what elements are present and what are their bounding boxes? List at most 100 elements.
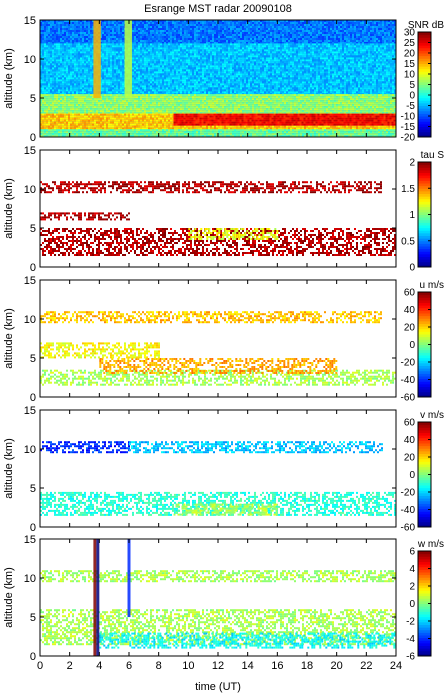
- heatmap-cell: [116, 40, 118, 42]
- heatmap-cell: [162, 42, 164, 44]
- heatmap-cell: [164, 26, 166, 28]
- heatmap-cell: [146, 28, 148, 30]
- heatmap-cell: [70, 26, 72, 28]
- heatmap-cell: [50, 32, 52, 34]
- heatmap-cell: [84, 20, 86, 22]
- heatmap-cell: [136, 36, 138, 38]
- heatmap-cell: [90, 34, 92, 36]
- heatmap-cell: [132, 30, 134, 32]
- heatmap-cell: [76, 42, 78, 44]
- heatmap-cell: [132, 42, 134, 44]
- heatmap-cell: [178, 30, 180, 32]
- heatmap-cell: [202, 32, 204, 34]
- heatmap-cell: [184, 34, 186, 36]
- heatmap-cell: [182, 32, 184, 34]
- heatmap-cell: [150, 40, 152, 42]
- heatmap-cell: [84, 30, 86, 32]
- heatmap-cell: [76, 36, 78, 38]
- heatmap-cell: [166, 42, 168, 44]
- heatmap-cell: [56, 28, 58, 30]
- heatmap-cell: [42, 42, 44, 44]
- heatmap-cell: [192, 22, 194, 24]
- heatmap-cell: [154, 20, 156, 22]
- heatmap-cell: [40, 30, 42, 32]
- heatmap-cell: [140, 34, 142, 36]
- heatmap-cell: [208, 38, 210, 40]
- heatmap-cell: [184, 26, 186, 28]
- heatmap-cell: [78, 28, 80, 30]
- heatmap-cell: [72, 38, 74, 40]
- heatmap-cell: [58, 42, 60, 44]
- heatmap-cell: [176, 26, 178, 28]
- heatmap-cell: [144, 26, 146, 28]
- heatmap-cell: [56, 42, 58, 44]
- heatmap-cell: [48, 24, 50, 26]
- heatmap-cell: [84, 28, 86, 30]
- heatmap-cell: [170, 28, 172, 30]
- heatmap-cell: [144, 32, 146, 34]
- heatmap-cell: [148, 36, 150, 38]
- figure-title: Esrange MST radar 20090108: [144, 3, 292, 15]
- heatmap-cell: [142, 22, 144, 24]
- heatmap-cell: [152, 34, 154, 36]
- heatmap-cell: [116, 24, 118, 26]
- heatmap-cell: [82, 40, 84, 42]
- heatmap-cell: [56, 26, 58, 28]
- heatmap-cell: [142, 38, 144, 40]
- heatmap-cell: [182, 34, 184, 36]
- heatmap-cell: [202, 28, 204, 30]
- heatmap-cell: [170, 34, 172, 36]
- heatmap-cell: [110, 20, 112, 22]
- heatmap-cell: [46, 20, 48, 22]
- heatmap-cell: [122, 36, 124, 38]
- heatmap-cell: [104, 26, 106, 28]
- heatmap-cell: [158, 40, 160, 42]
- heatmap-cell: [106, 38, 108, 40]
- heatmap-cell: [104, 30, 106, 32]
- heatmap-cell: [72, 26, 74, 28]
- heatmap-cell: [56, 36, 58, 38]
- heatmap-cell: [206, 32, 208, 34]
- heatmap-cell: [132, 38, 134, 40]
- heatmap-cell: [74, 32, 76, 34]
- heatmap-cell: [194, 28, 196, 30]
- heatmap-cell: [138, 34, 140, 36]
- heatmap-cell: [116, 28, 118, 30]
- heatmap-cell: [156, 40, 158, 42]
- heatmap-cell: [202, 26, 204, 28]
- heatmap-cell: [154, 30, 156, 32]
- heatmap-cell: [48, 22, 50, 24]
- heatmap-cell: [196, 40, 198, 42]
- heatmap-cell: [48, 20, 50, 22]
- heatmap-cell: [42, 36, 44, 38]
- heatmap-cell: [70, 34, 72, 36]
- heatmap-cell: [198, 24, 200, 26]
- heatmap-cell: [198, 22, 200, 24]
- heatmap-cell: [188, 28, 190, 30]
- heatmap-cell: [120, 40, 122, 42]
- heatmap-cell: [192, 28, 194, 30]
- heatmap-cell: [118, 38, 120, 40]
- heatmap-cell: [118, 22, 120, 24]
- heatmap-cell: [150, 32, 152, 34]
- heatmap-cell: [144, 30, 146, 32]
- heatmap-cell: [54, 26, 56, 28]
- heatmap-cell: [74, 24, 76, 26]
- heatmap-cell: [150, 38, 152, 40]
- heatmap-cell: [206, 24, 208, 26]
- heatmap-cell: [152, 38, 154, 40]
- heatmap-cell: [76, 24, 78, 26]
- heatmap-cell: [112, 30, 114, 32]
- heatmap-cell: [62, 30, 64, 32]
- heatmap-cell: [148, 22, 150, 24]
- heatmap-cell: [196, 28, 198, 30]
- heatmap-cell: [78, 30, 80, 32]
- heatmap-cell: [84, 40, 86, 42]
- heatmap-cell: [70, 40, 72, 42]
- heatmap-cell: [162, 20, 164, 22]
- heatmap-cell: [114, 30, 116, 32]
- heatmap-cell: [192, 40, 194, 42]
- heatmap-cell: [104, 20, 106, 22]
- heatmap-cell: [172, 42, 174, 44]
